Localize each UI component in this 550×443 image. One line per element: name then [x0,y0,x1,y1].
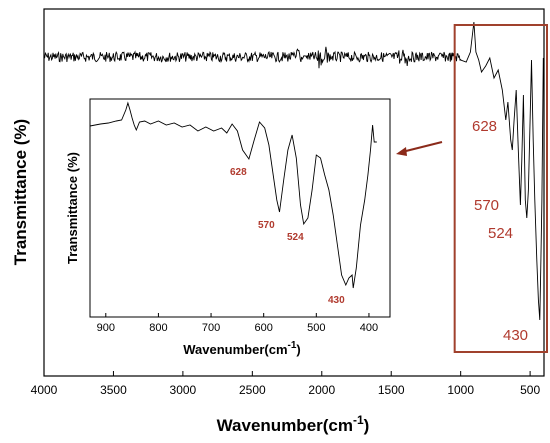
inset-background [90,99,390,317]
inset-y-axis-label: Transmittance (%) [65,152,80,264]
highlight-box [453,24,548,353]
main-x-tick-label: 2500 [239,383,266,397]
main-x-tick-label: 1000 [447,383,474,397]
inset-peak-labels: 628 570 524 430 [230,167,345,306]
main-peak-label: 430 [503,327,528,344]
inset-plot-frame [89,98,391,318]
main-peak-label: 570 [474,197,499,214]
main-x-tick-label: 2000 [308,383,335,397]
inset-peak-label: 628 [230,167,247,178]
main-spectrum-line [43,21,545,321]
main-x-tick-label: 3000 [170,383,197,397]
inset-x-tick-label: 600 [255,322,273,334]
main-peak-label: 524 [488,225,513,242]
inset-x-ticks: 900 800 700 600 500 400 [97,313,378,334]
main-y-axis-label: Transmittance (%) [11,119,30,265]
main-x-tick-label: 1500 [378,383,405,397]
main-x-ticks: 4000 3500 3000 2500 2000 1500 1000 500 [31,371,540,397]
main-peak-label: 628 [472,118,497,135]
main-x-tick-label: 4000 [31,383,58,397]
inset-spectrum-line [89,101,377,289]
callout-arrow [396,141,443,156]
main-x-axis-label: Wavenumber(cm-1) [217,413,370,435]
inset-peak-label: 524 [287,232,304,243]
inset-x-axis-label: Wavenumber(cm-1) [183,340,301,357]
main-peak-labels: 628 570 524 430 [472,118,528,344]
inset-x-tick-label: 400 [360,322,378,334]
inset-x-tick-label: 500 [307,322,325,334]
main-x-tick-label: 500 [520,383,540,397]
inset-x-tick-label: 700 [202,322,220,334]
inset-peak-label: 570 [258,220,275,231]
inset-x-tick-label: 800 [149,322,167,334]
main-plot-frame [43,8,545,377]
main-x-tick-label: 3500 [100,383,127,397]
inset-x-tick-label: 900 [97,322,115,334]
inset-peak-label: 430 [328,295,345,306]
